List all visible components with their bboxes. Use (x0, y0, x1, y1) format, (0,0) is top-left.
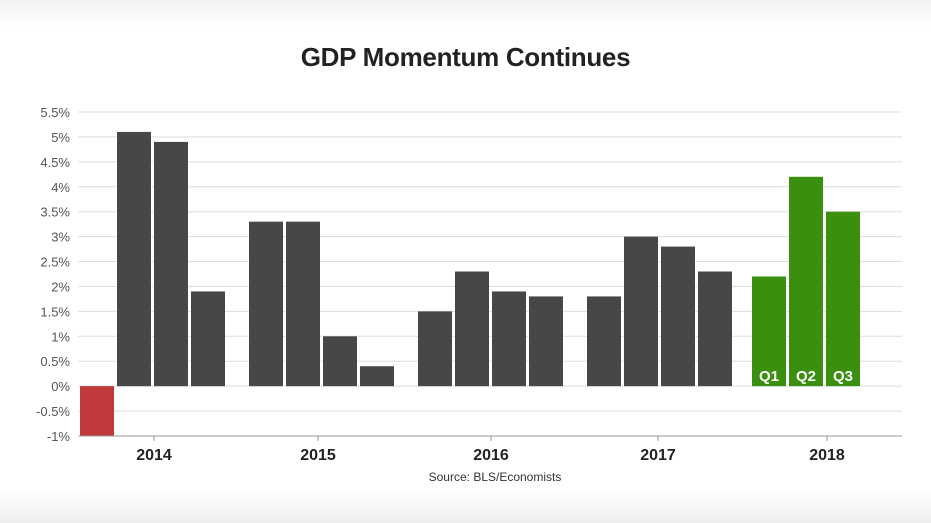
y-tick-label: 5.5% (40, 105, 70, 120)
bar-2017-4 (698, 271, 732, 387)
bar-2014-2 (117, 131, 151, 387)
bar-2015-2 (286, 221, 320, 387)
x-tick-label-2017: 2017 (640, 447, 676, 464)
bar-2018-3 (826, 211, 860, 387)
y-tick-label: 0% (51, 379, 70, 394)
bar-2018-2 (789, 176, 823, 387)
bar-2016-2 (455, 271, 489, 387)
bar-2014-4 (191, 291, 225, 387)
y-axis-tick-labels: -1% -0.5% 0% 0.5% 1% 1.5% 2% 2.5% 3% 3.5% 4% 4.5% 5%… (36, 105, 70, 444)
bar-2014-1 (80, 386, 114, 436)
y-tick-label: 0.5% (40, 354, 70, 369)
y-tick-label: 3.5% (40, 205, 70, 220)
bar-2014-3 (154, 141, 188, 387)
x-tick-label-2014: 2014 (136, 447, 172, 464)
grid-lines (78, 111, 902, 437)
y-tick-label: 5% (51, 130, 70, 145)
y-tick-label: 1.5% (40, 304, 70, 319)
bar-2015-4 (360, 366, 394, 387)
bar-2015-3 (323, 336, 357, 387)
y-tick-label: 3% (51, 230, 70, 245)
x-axis (78, 435, 902, 441)
y-tick-label: 1% (51, 329, 70, 344)
chart-title: GDP Momentum Continues (300, 42, 631, 72)
bottom-fade (0, 490, 931, 523)
y-tick-label: 2.5% (40, 255, 70, 270)
bar-2017-1 (587, 296, 621, 387)
bar-quarter-label: Q3 (833, 368, 853, 385)
y-tick-label: -0.5% (36, 404, 70, 419)
y-tick-label: 2% (51, 279, 70, 294)
bar-2015-1 (249, 221, 283, 387)
bar-2017-3 (661, 246, 695, 387)
x-tick-label-2016: 2016 (473, 447, 509, 464)
bar-quarter-label: Q1 (759, 368, 779, 385)
y-tick-label: 4% (51, 180, 70, 195)
bar-2016-4 (529, 296, 563, 387)
y-tick-label: -1% (47, 429, 71, 444)
top-fade (0, 0, 931, 28)
x-tick-label-2015: 2015 (300, 447, 336, 464)
x-tick-label-2018: 2018 (809, 447, 845, 464)
bar-quarter-label: Q2 (796, 368, 816, 385)
source-note: Source: BLS/Economists (428, 470, 562, 484)
bar-2016-3 (492, 291, 526, 387)
bar-2018-1 (752, 276, 786, 387)
bar-2016-1 (418, 311, 452, 387)
bar-2017-2 (624, 236, 658, 387)
x-axis-year-labels: 2014 2015 2016 2017 2018 (136, 447, 845, 464)
bars: Q1 Q2 Q3 (80, 131, 860, 436)
y-tick-label: 4.5% (40, 155, 70, 170)
